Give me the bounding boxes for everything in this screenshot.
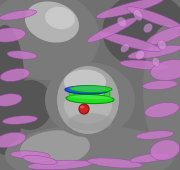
Ellipse shape: [99, 32, 161, 52]
Ellipse shape: [145, 103, 179, 117]
Ellipse shape: [0, 10, 37, 20]
Ellipse shape: [25, 1, 79, 43]
Ellipse shape: [0, 0, 100, 80]
Ellipse shape: [8, 80, 53, 130]
Ellipse shape: [150, 140, 180, 160]
Ellipse shape: [5, 125, 175, 170]
Ellipse shape: [96, 0, 164, 18]
Ellipse shape: [143, 25, 180, 155]
Ellipse shape: [121, 44, 129, 52]
Ellipse shape: [128, 45, 180, 59]
Ellipse shape: [117, 17, 127, 27]
Ellipse shape: [0, 25, 25, 155]
Ellipse shape: [152, 58, 160, 66]
Ellipse shape: [93, 88, 99, 100]
Ellipse shape: [136, 131, 174, 139]
Ellipse shape: [144, 23, 152, 33]
Ellipse shape: [67, 87, 107, 90]
Ellipse shape: [80, 106, 84, 108]
Ellipse shape: [45, 7, 75, 29]
Ellipse shape: [0, 28, 25, 42]
Ellipse shape: [143, 80, 177, 90]
Ellipse shape: [68, 95, 112, 99]
Ellipse shape: [23, 155, 57, 165]
Ellipse shape: [127, 7, 180, 29]
Ellipse shape: [135, 50, 145, 59]
Ellipse shape: [133, 9, 143, 21]
Ellipse shape: [103, 0, 180, 67]
Ellipse shape: [0, 94, 22, 106]
Ellipse shape: [79, 104, 89, 114]
Ellipse shape: [70, 86, 112, 92]
Ellipse shape: [158, 40, 166, 50]
Ellipse shape: [65, 86, 109, 94]
Ellipse shape: [3, 116, 37, 124]
Ellipse shape: [45, 63, 135, 138]
Ellipse shape: [88, 158, 142, 168]
Ellipse shape: [64, 70, 106, 95]
Ellipse shape: [120, 60, 170, 70]
Ellipse shape: [69, 88, 75, 100]
Ellipse shape: [0, 69, 30, 81]
Ellipse shape: [130, 153, 170, 163]
Ellipse shape: [64, 86, 112, 124]
Ellipse shape: [104, 88, 110, 100]
Ellipse shape: [20, 130, 90, 166]
Ellipse shape: [66, 94, 114, 104]
Ellipse shape: [87, 18, 137, 42]
Ellipse shape: [10, 151, 50, 159]
Ellipse shape: [28, 160, 93, 170]
Ellipse shape: [7, 51, 37, 59]
Ellipse shape: [150, 59, 180, 80]
Ellipse shape: [80, 88, 86, 100]
Ellipse shape: [147, 26, 180, 45]
Ellipse shape: [57, 66, 119, 134]
Ellipse shape: [108, 130, 162, 160]
Ellipse shape: [68, 113, 112, 131]
Ellipse shape: [0, 132, 26, 148]
